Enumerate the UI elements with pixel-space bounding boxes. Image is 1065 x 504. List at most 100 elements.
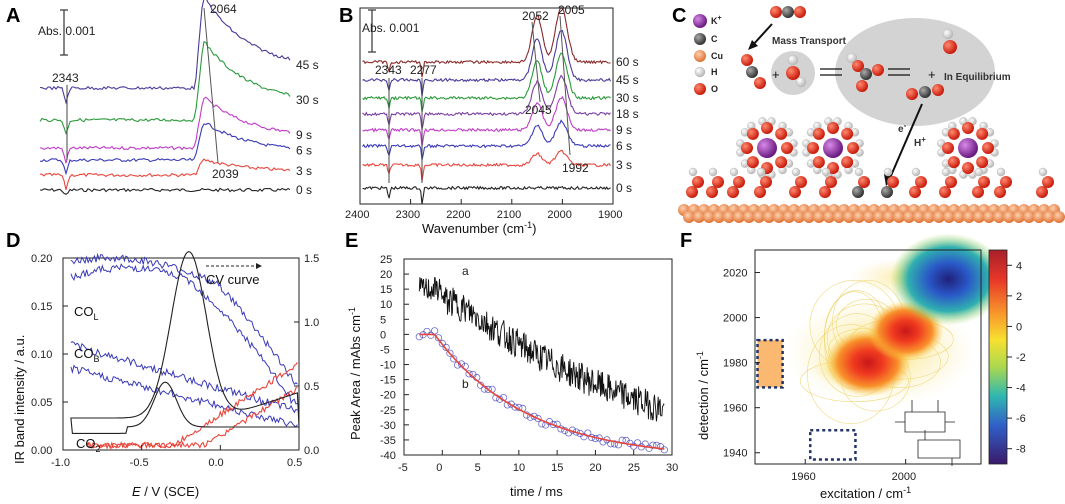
adsorbed-o-atom — [887, 176, 899, 188]
o-atom — [812, 156, 825, 169]
panel-e-frame — [403, 258, 673, 456]
cu-atom — [903, 211, 915, 223]
series-b-point — [580, 433, 588, 441]
tick-label-e-y--40: -40 — [380, 450, 396, 462]
panel-c-legend: K+ C Cu H O — [693, 14, 723, 95]
tick-label-f-y-1980: 1980 — [723, 358, 747, 370]
annotation-2343-a: 2343 — [52, 71, 79, 85]
annotation-2039: 2039 — [212, 167, 239, 181]
k-cation-0 — [757, 138, 777, 158]
panel-d-ir-cv: -1.0 -0.5 0.0 0.50.000.050.100.150.200.00.5… — [12, 250, 319, 499]
cu-atom — [683, 211, 695, 223]
colorbar-tick-label--2: -2 — [1016, 352, 1026, 364]
adsorbed-o-atom — [789, 186, 801, 198]
tick-label-d-yr-1.5: 1.5 — [304, 253, 319, 265]
cu-atom — [753, 211, 765, 223]
reduction-arrow — [889, 103, 923, 179]
o-atom — [872, 64, 884, 76]
cu-atom — [943, 211, 955, 223]
tick-label-b-2300: 2300 — [396, 209, 420, 221]
panel-label-f: F — [680, 230, 692, 252]
panel-e-series-group — [415, 276, 668, 454]
panel-label-d: D — [6, 230, 20, 252]
o-atom — [812, 127, 825, 140]
tick-label-e-y--15: -15 — [380, 375, 396, 387]
cob-label: COB — [74, 346, 100, 364]
panel-label-a: A — [6, 5, 20, 27]
o-atom — [746, 156, 759, 169]
cu-atom — [713, 211, 725, 223]
cu-atom — [703, 211, 715, 223]
panel-c-mechanism-diagram: K+ C Cu H O Mass Transport + — [678, 6, 1065, 223]
panel-f-xlabel: excitation / cm-1 — [820, 485, 911, 501]
o-atom — [741, 54, 753, 66]
o-atom — [770, 6, 782, 18]
panel-e-ticks: -5 0 5 10 15 20 25 30 -40 -35 -30 -25 -20 -15 -10 -5 0 5 1… — [380, 254, 678, 474]
adsorbed-o-atom — [1042, 176, 1054, 188]
adsorbed-o-atom — [727, 186, 739, 198]
cu-atom — [1043, 211, 1055, 223]
cu-atom — [843, 211, 855, 223]
legend-b-60s: 60 s — [616, 55, 639, 69]
cu-atom — [973, 211, 985, 223]
legend-b-0s: 0 s — [616, 181, 632, 195]
tick-label-e-y--20: -20 — [380, 390, 396, 402]
o-atom — [976, 156, 989, 169]
highlight-box-bottom — [808, 428, 857, 461]
adsorbed-c-atom — [852, 186, 864, 198]
panel-e-kinetics: -5 0 5 10 15 20 25 30 -40 -35 -30 -25 -20 -15 -10 -5 0 5 1… — [347, 254, 678, 499]
series-a-line — [418, 276, 665, 422]
colorbar-ticks: 4 2 0 -2 -4 -6 -8 — [1007, 260, 1026, 456]
tick-label-f-x-2000: 2000 — [892, 471, 916, 483]
series-b-point — [446, 349, 454, 357]
panel-e-xlabel: time / ms — [510, 484, 563, 499]
co2-molecule-top — [770, 6, 806, 18]
panel-a-spectra: Abs. 0.001 0 s 3 s 6 s9 s 30 s 45 s 2343 206… — [38, 0, 319, 197]
co2-label: CO2 — [76, 436, 101, 454]
legend-cu-atom — [694, 50, 706, 62]
tick-label-d-x-0.0: 0.0 — [208, 457, 223, 469]
legend-a-6s: 6 s — [296, 143, 312, 157]
cob-backward-curve — [70, 364, 298, 428]
cu-atom — [953, 211, 965, 223]
tick-label-e-x-15: 15 — [551, 462, 563, 474]
cu-surface — [678, 167, 1065, 223]
cu-atom — [693, 211, 705, 223]
tick-label-d-x--1.0: -1.0 — [51, 457, 70, 469]
adsorbed-o-atom — [733, 176, 745, 188]
legend-k-atom — [693, 14, 707, 28]
legend-a-45s: 45 s — [296, 58, 319, 72]
peak-trend-2005 — [559, 15, 571, 156]
legend-h-atom — [694, 66, 706, 78]
tick-label-d-yl-0.05: 0.05 — [31, 397, 52, 409]
h-atom — [883, 167, 893, 177]
rhenium-complex-structure — [895, 400, 961, 466]
tick-label-f-y-1940: 1940 — [723, 448, 747, 460]
legend-o-label: O — [711, 84, 718, 94]
panel-b-xlabel: Wavenumber (cm-1) — [422, 220, 536, 236]
panel-b-legend-group: 0 s 3 s 6 s 9 s 18 s 30 s 45 s 60 s — [616, 55, 639, 195]
legend-k-label: K+ — [711, 15, 722, 26]
series-b-point — [649, 441, 657, 449]
mass-transport-arrow — [751, 23, 773, 47]
o-atom — [847, 142, 859, 154]
tick-label-e-x--5: -5 — [398, 462, 408, 474]
proton-label: H+ — [914, 135, 926, 149]
h-atom — [756, 167, 766, 177]
legend-b-30s: 30 s — [616, 91, 639, 105]
k-cation-2 — [958, 138, 978, 158]
h-atom — [911, 167, 921, 177]
heatmap-peak-2 — [890, 233, 1007, 326]
h-atom — [1038, 167, 1048, 177]
peak-trend-line-a — [203, 7, 219, 164]
o-atom — [741, 142, 753, 154]
h-atom — [791, 167, 801, 177]
annotation-2343-b: 2343 — [375, 63, 402, 77]
cu-atom — [933, 211, 945, 223]
o-atom — [786, 66, 800, 80]
series-b-point — [660, 446, 668, 454]
legend-b-6s: 6 s — [616, 139, 632, 153]
cv-curve — [70, 250, 300, 434]
adsorbed-o-atom — [754, 186, 766, 198]
adsorbed-o-atom — [819, 186, 831, 198]
